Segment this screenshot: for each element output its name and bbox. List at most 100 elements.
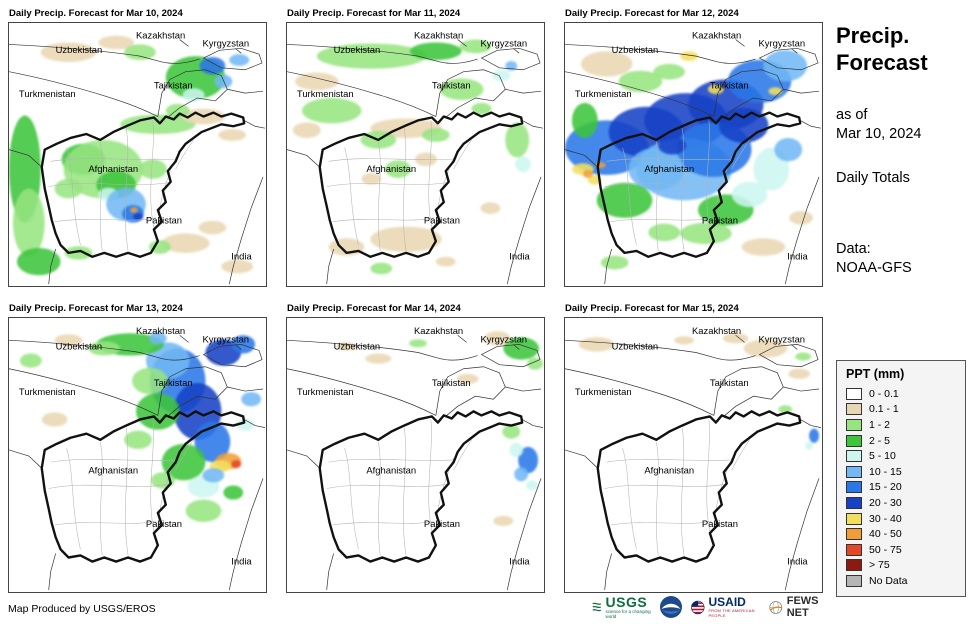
country-label: Afghanistan (644, 465, 694, 476)
legend-swatch (846, 387, 862, 400)
legend-entry: 50 - 75 (846, 542, 956, 558)
legend-swatch (846, 418, 862, 431)
noaa-emblem-icon (659, 596, 682, 618)
legend-label: 2 - 5 (869, 434, 891, 447)
country-label: Tajikistan (154, 378, 193, 389)
legend-entry: > 75 (846, 558, 956, 574)
legend: PPT (mm) 0 - 0.1 0.1 - 1 1 - 2 2 - 5 5 - 10 1… (836, 360, 966, 597)
legend-entry: 1 - 2 (846, 417, 956, 433)
panel-title: Daily Precip. Forecast for Mar 10, 2024 (9, 8, 183, 19)
usgs-logo: USGS science for a changing world (592, 593, 651, 619)
country-label: Kazakhstan (136, 326, 185, 337)
sidebar: Precip. Forecast as of Mar 10, 2024 Dail… (836, 0, 966, 590)
usaid-flag-icon (691, 600, 705, 614)
country-label: Kyrgyzstan (758, 38, 805, 48)
country-label: India (787, 557, 808, 568)
forecast-map-svg: Kazakhstan Kyrgyzstan Uzbekistan Tajikistan… (565, 326, 822, 591)
forecast-map-svg: Kazakhstan Kyrgyzstan Uzbekistan Tajikistan… (287, 326, 544, 591)
country-label: Uzbekistan (612, 45, 659, 55)
province-borders (326, 120, 472, 251)
neighbor-borders (287, 334, 544, 591)
country-label: Afghanistan (88, 164, 138, 174)
forecast-map: Kazakhstan Kyrgyzstan Uzbekistan Tajikistan… (8, 22, 267, 287)
country-labels: Kazakhstan Kyrgyzstan Uzbekistan Tajikistan… (575, 31, 809, 262)
country-label: Kyrgyzstan (758, 334, 805, 345)
afghanistan-border (318, 111, 524, 258)
usgs-tagline: science for a changing world (605, 608, 651, 619)
forecast-map: Kazakhstan Kyrgyzstan Uzbekistan Tajikistan… (286, 317, 545, 593)
fewsnet-logo: FEWS NET (769, 595, 832, 619)
map-panel-mar-15: Daily Precip. Forecast for Mar 15, 2024 (564, 303, 823, 593)
daily-totals-label: Daily Totals (836, 170, 910, 186)
forecast-map-svg: Kazakhstan Kyrgyzstan Uzbekistan Tajikistan… (9, 31, 266, 285)
country-label: Turkmenistan (297, 89, 354, 99)
country-label: India (231, 557, 252, 568)
country-label: Kyrgyzstan (202, 334, 249, 345)
usgs-wordmark: USGS (605, 593, 648, 610)
legend-swatch (846, 403, 862, 416)
legend-swatch (846, 434, 862, 447)
map-panel-mar-13: Daily Precip. Forecast for Mar 13, 2024 (8, 303, 267, 593)
legend-label: 0.1 - 1 (869, 403, 899, 416)
fewsnet-wordmark: FEWS NET (786, 595, 819, 619)
country-label: Pakistan (702, 216, 738, 226)
legend-label: 30 - 40 (869, 512, 902, 525)
province-borders (48, 419, 194, 556)
fewsnet-globe-icon (769, 600, 783, 614)
usaid-wordmark: USAID (708, 594, 746, 609)
country-label: Kazakhstan (414, 31, 463, 41)
legend-label: 1 - 2 (869, 418, 891, 431)
neighbor-borders (9, 334, 266, 591)
country-label: Uzbekistan (334, 341, 381, 352)
afghanistan-border (40, 111, 246, 258)
usgs-wave-icon (592, 602, 602, 612)
legend-entry: No Data (846, 573, 956, 589)
country-label: Turkmenistan (575, 387, 632, 398)
legend-swatch (846, 528, 862, 541)
country-label: Kyrgyzstan (480, 38, 527, 48)
forecast-map: Kazakhstan Kyrgyzstan Uzbekistan Tajikistan… (564, 22, 823, 287)
as-of-date: as of Mar 10, 2024 (836, 107, 922, 142)
province-borders (326, 419, 472, 556)
forecast-map-svg: Kazakhstan Kyrgyzstan Uzbekistan Tajikistan… (9, 326, 266, 591)
legend-entry: 10 - 15 (846, 464, 956, 480)
country-label: Turkmenistan (19, 387, 76, 398)
country-label: Turkmenistan (297, 387, 354, 398)
country-label: Tajikistan (432, 80, 471, 90)
country-label: Kyrgyzstan (480, 334, 527, 345)
country-label: Tajikistan (432, 378, 471, 389)
legend-swatch (846, 496, 862, 509)
country-label: Afghanistan (88, 465, 138, 476)
page-title: Precip. Forecast (836, 22, 928, 76)
data-source: Data: NOAA-GFS (836, 241, 912, 276)
legend-entry: 0.1 - 1 (846, 402, 956, 418)
panel-title: Daily Precip. Forecast for Mar 14, 2024 (287, 303, 461, 314)
country-label: Tajikistan (710, 80, 749, 90)
usaid-tagline: FROM THE AMERICAN PEOPLE (708, 607, 755, 618)
noaa-logo (659, 596, 682, 618)
country-label: Uzbekistan (612, 341, 659, 352)
country-label: Afghanistan (366, 164, 416, 174)
country-label: Tajikistan (154, 80, 193, 90)
country-label: Uzbekistan (334, 45, 381, 55)
usaid-logo: USAID FROM THE AMERICAN PEOPLE (691, 594, 760, 618)
neighbor-borders (287, 39, 544, 285)
legend-label: 0 - 0.1 (869, 387, 899, 400)
country-label: Pakistan (146, 216, 182, 226)
country-label: Tajikistan (710, 378, 749, 389)
legend-label: 50 - 75 (869, 543, 902, 556)
country-label: Pakistan (424, 519, 460, 530)
country-label: Afghanistan (366, 465, 416, 476)
map-panel-mar-14: Daily Precip. Forecast for Mar 14, 2024 (286, 303, 545, 593)
legend-title: PPT (mm) (846, 367, 905, 381)
country-label: Kazakhstan (136, 31, 185, 41)
legend-entry: 0 - 0.1 (846, 386, 956, 402)
legend-label: 5 - 10 (869, 450, 896, 463)
afghanistan-border (596, 111, 802, 258)
legend-entry: 40 - 50 (846, 526, 956, 542)
country-label: Kazakhstan (692, 31, 741, 41)
page-title-line1: Precip. (836, 23, 910, 48)
legend-entry: 20 - 30 (846, 495, 956, 511)
legend-entry: 30 - 40 (846, 511, 956, 527)
map-panel-mar-11: Daily Precip. Forecast for Mar 11, 2024 (286, 8, 545, 287)
